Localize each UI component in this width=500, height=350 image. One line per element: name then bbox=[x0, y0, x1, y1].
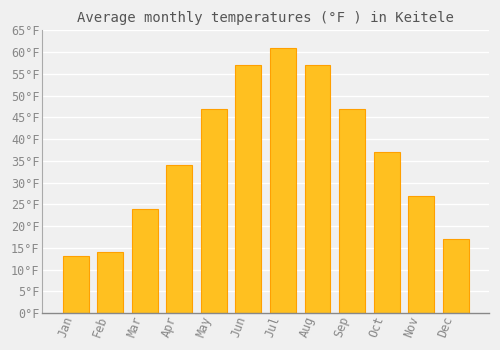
Bar bbox=[442, 239, 468, 313]
Bar bbox=[304, 65, 330, 313]
Bar bbox=[408, 196, 434, 313]
Bar bbox=[201, 109, 227, 313]
Bar bbox=[374, 152, 400, 313]
Bar bbox=[166, 165, 192, 313]
Bar bbox=[236, 65, 262, 313]
Bar bbox=[270, 48, 296, 313]
Bar bbox=[97, 252, 123, 313]
Bar bbox=[62, 257, 88, 313]
Title: Average monthly temperatures (°F ) in Keitele: Average monthly temperatures (°F ) in Ke… bbox=[77, 11, 454, 25]
Bar bbox=[339, 109, 365, 313]
Bar bbox=[132, 209, 158, 313]
